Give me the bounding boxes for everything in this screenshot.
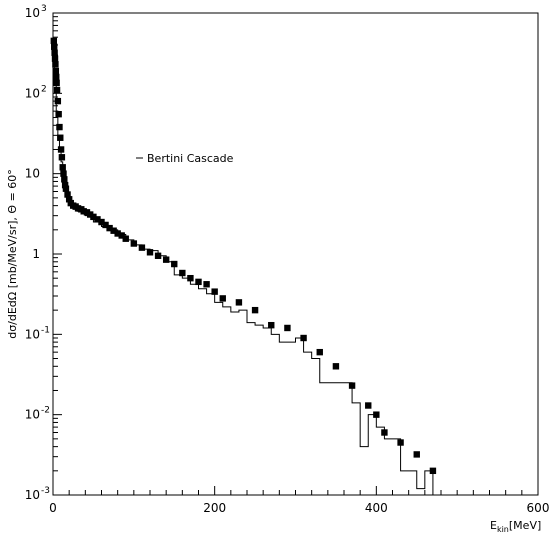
y-tick-exponent: -3 — [41, 486, 50, 496]
data-point — [55, 110, 62, 118]
data-point — [219, 295, 226, 302]
data-point — [397, 439, 404, 446]
data-point — [86, 211, 94, 218]
data-point — [284, 324, 291, 332]
y-tick-label: 10 — [25, 86, 40, 100]
data-point — [381, 429, 388, 436]
legend-label: Bertini Cascade — [147, 152, 234, 165]
data-point — [130, 240, 138, 247]
data-point — [114, 230, 121, 237]
data-point — [65, 196, 73, 203]
data-point — [211, 288, 218, 295]
data-point — [61, 181, 69, 189]
data-point — [59, 164, 66, 171]
bertini-cascade-histogram — [52, 13, 434, 495]
data-point — [80, 208, 87, 215]
data-point — [251, 306, 259, 314]
data-point — [51, 55, 59, 62]
data-markers — [50, 37, 437, 475]
data-point — [316, 348, 323, 356]
y-tick-exponent: 3 — [41, 4, 47, 14]
data-point — [268, 321, 275, 329]
data-point — [56, 123, 63, 131]
data-point — [98, 218, 105, 226]
x-tick-label: 0 — [49, 501, 57, 515]
data-point — [52, 61, 59, 68]
data-point — [50, 37, 58, 45]
y-tick-exponent: -2 — [41, 406, 50, 416]
data-point — [348, 382, 356, 389]
data-point — [64, 191, 71, 198]
data-point — [57, 146, 65, 153]
data-point — [106, 224, 113, 232]
data-point — [102, 221, 109, 229]
data-point — [235, 299, 243, 306]
data-point — [61, 176, 68, 183]
data-point — [138, 244, 146, 251]
data-point — [94, 216, 101, 223]
y-tick-exponent: 2 — [41, 84, 47, 94]
y-tick-label: 10 — [25, 408, 40, 422]
data-point — [154, 252, 162, 259]
data-point — [195, 278, 202, 286]
data-point — [58, 154, 66, 161]
y-tick-label: 10 — [25, 327, 40, 341]
data-point — [300, 334, 307, 342]
y-tick-label: 10 — [25, 488, 40, 502]
x-tick-label: 400 — [365, 501, 388, 515]
axis-ticks — [52, 12, 539, 496]
data-point — [62, 185, 70, 192]
data-point — [110, 227, 117, 234]
x-tick-label: 200 — [203, 501, 226, 515]
data-point — [413, 451, 420, 458]
data-point — [429, 467, 437, 475]
data-point — [53, 79, 60, 87]
y-axis-label: dσ/dEdΩ [mb/MeV/sr], Θ = 60° — [6, 169, 19, 339]
data-point — [54, 97, 62, 105]
data-point — [332, 363, 340, 370]
data-point — [57, 134, 64, 141]
data-point — [122, 235, 129, 242]
data-point — [373, 411, 380, 418]
x-tick-labels: 0 200 400 600 — [49, 501, 549, 515]
data-point — [171, 260, 178, 268]
data-point — [83, 209, 91, 216]
x-axis-label: Ekin[MeV] — [490, 519, 541, 534]
y-tick-label: 10 — [25, 167, 40, 181]
y-tick-label: 1 — [32, 247, 40, 261]
data-point — [60, 170, 67, 177]
plot-frame — [52, 12, 539, 496]
data-point — [187, 274, 194, 282]
data-point — [74, 205, 82, 212]
data-point — [365, 402, 372, 409]
data-point — [51, 43, 58, 50]
data-point — [162, 256, 170, 263]
data-point — [203, 281, 210, 288]
data-point — [53, 86, 61, 94]
data-point — [179, 269, 186, 277]
data-point — [53, 73, 60, 81]
data-point — [146, 249, 154, 256]
y-tick-label: 10 — [25, 6, 40, 20]
data-point — [118, 232, 125, 239]
data-point — [51, 49, 58, 56]
data-point — [90, 213, 97, 221]
y-tick-exponent: -1 — [41, 325, 50, 335]
x-tick-label: 600 — [527, 501, 550, 515]
legend: Bertini Cascade — [136, 152, 234, 165]
data-point — [52, 67, 60, 75]
